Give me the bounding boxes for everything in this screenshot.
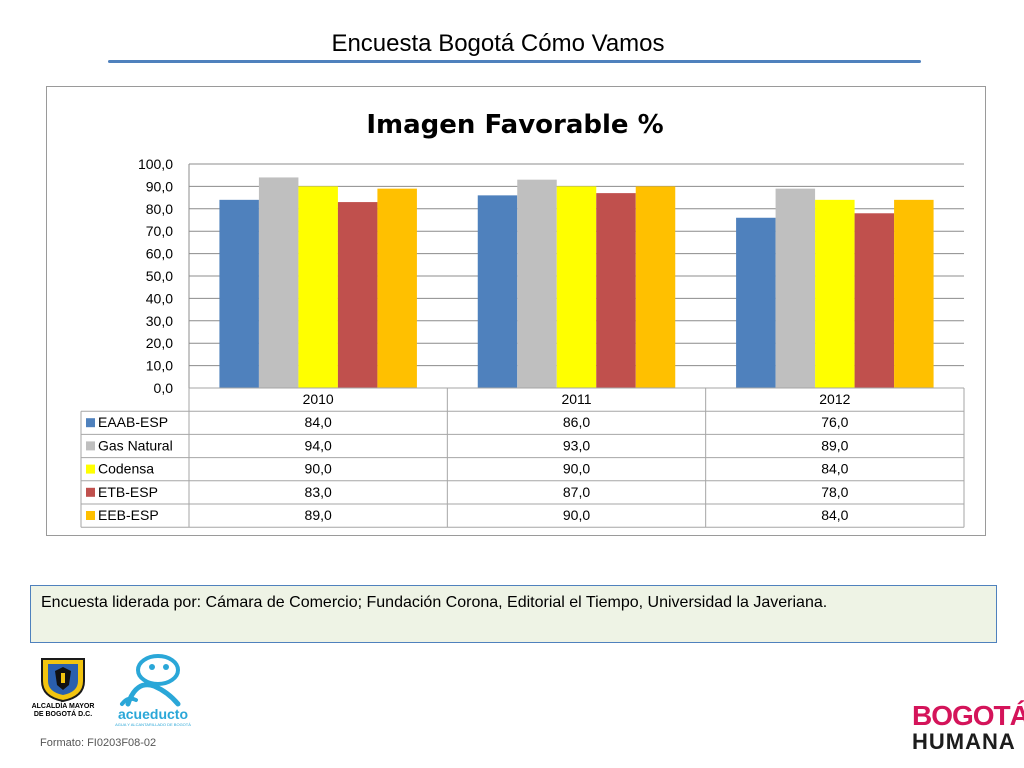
bar — [337, 202, 378, 388]
bar-chart: Imagen Favorable % 0,0 10,0 20,0 30,0 40,0 50… — [80, 110, 965, 528]
y-tick-label: 90,0 — [146, 178, 173, 194]
legend-label: Gas Natural — [98, 437, 173, 453]
bar — [556, 186, 597, 388]
data-label: 90,0 — [305, 461, 332, 477]
y-axis-ticks: 0,0 10,0 20,0 30,0 40,0 50,0 60,0 70,0 80,0 90,0 1… — [138, 156, 173, 396]
legend-swatch — [86, 511, 95, 520]
data-label: 83,0 — [305, 484, 332, 500]
y-tick-label: 100,0 — [138, 156, 173, 172]
legend-label: EEB-ESP — [98, 507, 159, 523]
title-underline — [108, 60, 921, 63]
data-label: 93,0 — [563, 437, 590, 453]
legend-swatch — [86, 464, 95, 474]
legend-swatch — [86, 418, 95, 428]
bar — [596, 193, 636, 388]
data-label: 76,0 — [821, 414, 848, 430]
data-label: 87,0 — [563, 484, 590, 500]
y-tick-label: 30,0 — [146, 313, 173, 329]
data-label: 84,0 — [821, 461, 848, 477]
bar — [815, 199, 855, 388]
coat-of-arms-icon — [41, 658, 85, 703]
bar — [854, 213, 895, 388]
data-table: 2010 2011 2012 EAAB-ESP 84,0 86,0 76,0 Gas Natu… — [80, 387, 965, 528]
bar — [736, 217, 776, 388]
legend-label: EAAB-ESP — [98, 414, 168, 430]
category-label: 2011 — [561, 391, 591, 407]
acueducto-logo: acueducto AGUA Y ALCANTARILLADO DE BOGOT… — [108, 652, 198, 727]
y-tick-label: 10,0 — [146, 358, 173, 374]
y-tick-label: 80,0 — [146, 201, 173, 217]
data-label: 78,0 — [821, 484, 848, 500]
data-label: 90,0 — [563, 507, 590, 523]
chart-title: Imagen Favorable % — [366, 110, 663, 140]
bar — [517, 179, 557, 388]
bar — [219, 199, 259, 388]
legend-swatch — [86, 441, 95, 451]
alcaldia-caption-line2: DE BOGOTÁ D.C. — [33, 711, 93, 718]
bar — [477, 195, 518, 388]
survey-note: Encuesta liderada por: Cámara de Comerci… — [30, 585, 997, 643]
slide-title: Encuesta Bogotá Cómo Vamos — [331, 30, 665, 57]
data-label: 84,0 — [305, 414, 332, 430]
bar — [298, 186, 338, 388]
y-tick-label: 50,0 — [146, 268, 173, 284]
bar — [635, 186, 676, 388]
category-label: 2010 — [303, 391, 334, 407]
category-label: 2012 — [819, 391, 850, 407]
data-label: 90,0 — [563, 461, 590, 477]
legend-label: ETB-ESP — [98, 484, 158, 500]
bar — [775, 188, 816, 388]
alcaldia-logo: ALCALDÍA MAYOR DE BOGOTÁ D.C. — [28, 655, 98, 725]
bar — [377, 188, 417, 388]
y-tick-label: 40,0 — [146, 290, 173, 306]
legend-swatch — [86, 487, 95, 497]
data-label: 89,0 — [821, 437, 848, 453]
format-code: Formato: FI0203F08-02 — [40, 737, 157, 749]
y-tick-label: 20,0 — [146, 335, 173, 351]
bogota-humana-logo: BOGOTÁ HUMANA — [912, 700, 1024, 755]
bar — [258, 177, 299, 388]
data-label: 89,0 — [305, 507, 332, 523]
y-tick-label: 60,0 — [146, 246, 173, 262]
y-tick-label: 0,0 — [154, 380, 174, 396]
legend-label: Codensa — [98, 461, 154, 477]
acueducto-name: acueducto — [117, 706, 188, 722]
data-label: 84,0 — [821, 507, 848, 523]
bogota-humana-line1: BOGOTÁ — [912, 700, 1024, 731]
data-label: 94,0 — [305, 437, 332, 453]
data-label: 86,0 — [563, 414, 590, 430]
bar — [894, 199, 934, 388]
alcaldia-caption-line1: ALCALDÍA MAYOR — [31, 703, 95, 710]
frog-icon — [120, 654, 181, 707]
acueducto-subtitle: AGUA Y ALCANTARILLADO DE BOGOTÁ — [115, 722, 191, 727]
y-tick-label: 70,0 — [146, 223, 173, 239]
chart-frame: Imagen Favorable % 0,0 10,0 20,0 30,0 40,0 50… — [46, 86, 986, 536]
bogota-humana-line2: HUMANA — [912, 729, 1016, 754]
bar-marks — [219, 177, 934, 388]
